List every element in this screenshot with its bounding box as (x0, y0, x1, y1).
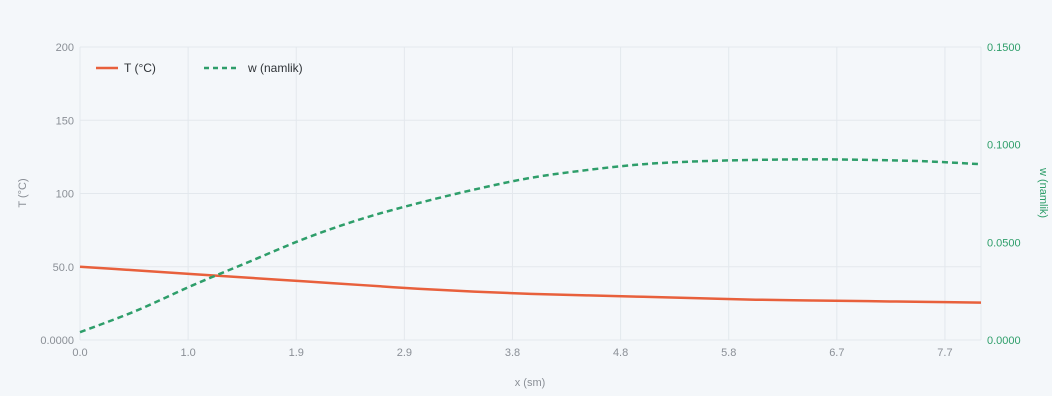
y2-tick-label: 0.0500 (987, 237, 1021, 249)
x-tick-label: 5.8 (721, 347, 736, 359)
series-layer (79, 158, 982, 334)
moisture-series-line (79, 158, 982, 334)
x-tick-label: 7.7 (937, 347, 952, 359)
x-tick-label: 4.8 (613, 347, 628, 359)
x-axis-title: x (sm) (515, 377, 546, 389)
y-tick-label: 100 (56, 189, 74, 201)
y-tick-label: 200 (56, 42, 74, 54)
y2-tick-label: 0.0000 (987, 335, 1021, 347)
x-tick-label: 6.7 (829, 347, 844, 359)
x-tick-label: 0.0 (72, 347, 87, 359)
x-tick-label: 1.0 (180, 347, 195, 359)
y-tick-label: 0.0000 (40, 335, 74, 347)
temperature-series-line (79, 265, 982, 304)
legend-label-temperature: T (°C) (124, 61, 156, 75)
y2-tick-label: 0.1000 (987, 140, 1021, 152)
x-tick-label: 1.9 (289, 347, 304, 359)
axis-layer: 0.0000 50.0 100 150 200 0.0000 0.0500 0.1000 0.1… (40, 42, 1020, 359)
x-tick-label: 3.8 (505, 347, 520, 359)
y-axis-title: T (°C) (17, 178, 29, 207)
grid-layer (79, 46, 982, 341)
y2-axis-title: w (namlik) (1037, 167, 1049, 218)
x-tick-label: 2.9 (397, 347, 412, 359)
legend: T (°C) w (namlik) (96, 61, 303, 75)
y-tick-label: 150 (56, 115, 74, 127)
y2-tick-label: 0.1500 (987, 42, 1021, 54)
legend-label-moisture: w (namlik) (247, 61, 303, 75)
y-tick-label: 50.0 (53, 262, 74, 274)
